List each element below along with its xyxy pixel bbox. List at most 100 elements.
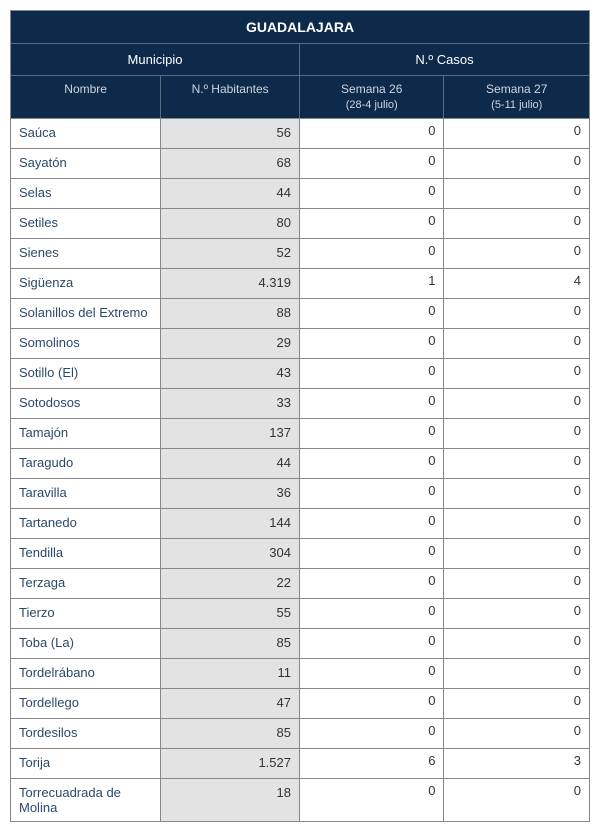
table-row: Tamajón13700: [11, 418, 589, 448]
cell-week1: 0: [300, 388, 445, 418]
cell-week2: 0: [444, 778, 589, 821]
cell-week2: 0: [444, 208, 589, 238]
cell-name: Setiles: [11, 208, 161, 238]
cell-week1: 0: [300, 718, 445, 748]
table-row: Sayatón6800: [11, 148, 589, 178]
header-group-row: Municipio N.º Casos: [11, 44, 589, 76]
cell-week2: 0: [444, 448, 589, 478]
table-row: Sigüenza4.31914: [11, 268, 589, 298]
table-title: GUADALAJARA: [11, 11, 589, 44]
cell-name: Tamajón: [11, 418, 161, 448]
header-nombre: Nombre: [11, 76, 161, 118]
table-row: Taravilla3600: [11, 478, 589, 508]
cell-week2: 0: [444, 238, 589, 268]
cell-week1: 0: [300, 448, 445, 478]
header-habitantes: N.º Habitantes: [161, 76, 300, 118]
cell-week2: 0: [444, 328, 589, 358]
cell-week2: 0: [444, 148, 589, 178]
cell-habitantes: 304: [161, 538, 300, 568]
cell-habitantes: 88: [161, 298, 300, 328]
cell-habitantes: 18: [161, 778, 300, 821]
cell-name: Tordelrábano: [11, 658, 161, 688]
header-week1: Semana 26 (28-4 julio): [300, 76, 445, 118]
cell-habitantes: 52: [161, 238, 300, 268]
cell-week2: 0: [444, 598, 589, 628]
cell-week1: 0: [300, 598, 445, 628]
table-row: Torrecuadrada de Molina1800: [11, 778, 589, 821]
cell-week2: 0: [444, 508, 589, 538]
table-row: Sotodosos3300: [11, 388, 589, 418]
cell-habitantes: 144: [161, 508, 300, 538]
cell-name: Toba (La): [11, 628, 161, 658]
header-week2: Semana 27 (5-11 julio): [444, 76, 589, 118]
cell-week2: 0: [444, 718, 589, 748]
table-row: Torija1.52763: [11, 748, 589, 778]
table-row: Sotillo (El)4300: [11, 358, 589, 388]
cell-habitantes: 85: [161, 628, 300, 658]
cell-week1: 0: [300, 208, 445, 238]
cell-week1: 0: [300, 118, 445, 148]
cell-habitantes: 56: [161, 118, 300, 148]
cell-week2: 0: [444, 478, 589, 508]
cell-week1: 0: [300, 628, 445, 658]
header-week1-dates: (28-4 julio): [304, 98, 440, 112]
cell-week1: 6: [300, 748, 445, 778]
cell-week1: 0: [300, 298, 445, 328]
cell-week1: 0: [300, 508, 445, 538]
cell-habitantes: 85: [161, 718, 300, 748]
cell-habitantes: 33: [161, 388, 300, 418]
table-row: Solanillos del Extremo8800: [11, 298, 589, 328]
cell-name: Selas: [11, 178, 161, 208]
table-row: Tordellego4700: [11, 688, 589, 718]
table-row: Saúca5600: [11, 118, 589, 148]
cell-week1: 0: [300, 358, 445, 388]
cell-habitantes: 22: [161, 568, 300, 598]
table-row: Selas4400: [11, 178, 589, 208]
cell-name: Sigüenza: [11, 268, 161, 298]
cell-name: Saúca: [11, 118, 161, 148]
table-row: Taragudo4400: [11, 448, 589, 478]
table-row: Toba (La)8500: [11, 628, 589, 658]
header-week2-dates: (5-11 julio): [448, 98, 585, 112]
cell-habitantes: 1.527: [161, 748, 300, 778]
cell-week1: 0: [300, 478, 445, 508]
header-municipio: Municipio: [11, 44, 300, 76]
table-body: Saúca5600Sayatón6800Selas4400Setiles8000…: [11, 118, 589, 821]
cell-week2: 0: [444, 628, 589, 658]
table-row: Tordelrábano1100: [11, 658, 589, 688]
cell-week2: 0: [444, 688, 589, 718]
cell-name: Sotillo (El): [11, 358, 161, 388]
cell-week1: 0: [300, 658, 445, 688]
cell-week1: 0: [300, 238, 445, 268]
cell-week1: 1: [300, 268, 445, 298]
cell-name: Torija: [11, 748, 161, 778]
cell-week1: 0: [300, 418, 445, 448]
cell-name: Sotodosos: [11, 388, 161, 418]
cell-name: Solanillos del Extremo: [11, 298, 161, 328]
cell-habitantes: 68: [161, 148, 300, 178]
cell-habitantes: 137: [161, 418, 300, 448]
table-row: Tartanedo14400: [11, 508, 589, 538]
table-row: Setiles8000: [11, 208, 589, 238]
cell-name: Tendilla: [11, 538, 161, 568]
cell-week2: 0: [444, 568, 589, 598]
cell-name: Tartanedo: [11, 508, 161, 538]
cell-name: Terzaga: [11, 568, 161, 598]
cell-habitantes: 43: [161, 358, 300, 388]
cell-name: Tierzo: [11, 598, 161, 628]
cell-week2: 0: [444, 388, 589, 418]
cell-week2: 0: [444, 178, 589, 208]
cell-habitantes: 47: [161, 688, 300, 718]
table-row: Sienes5200: [11, 238, 589, 268]
cell-name: Taravilla: [11, 478, 161, 508]
header-casos: N.º Casos: [300, 44, 589, 76]
table-row: Terzaga2200: [11, 568, 589, 598]
cell-name: Sienes: [11, 238, 161, 268]
cell-habitantes: 29: [161, 328, 300, 358]
cell-name: Tordesilos: [11, 718, 161, 748]
cell-habitantes: 11: [161, 658, 300, 688]
cell-week1: 0: [300, 778, 445, 821]
header-week1-label: Semana 26: [341, 82, 402, 96]
cell-week2: 0: [444, 118, 589, 148]
cell-week2: 0: [444, 538, 589, 568]
